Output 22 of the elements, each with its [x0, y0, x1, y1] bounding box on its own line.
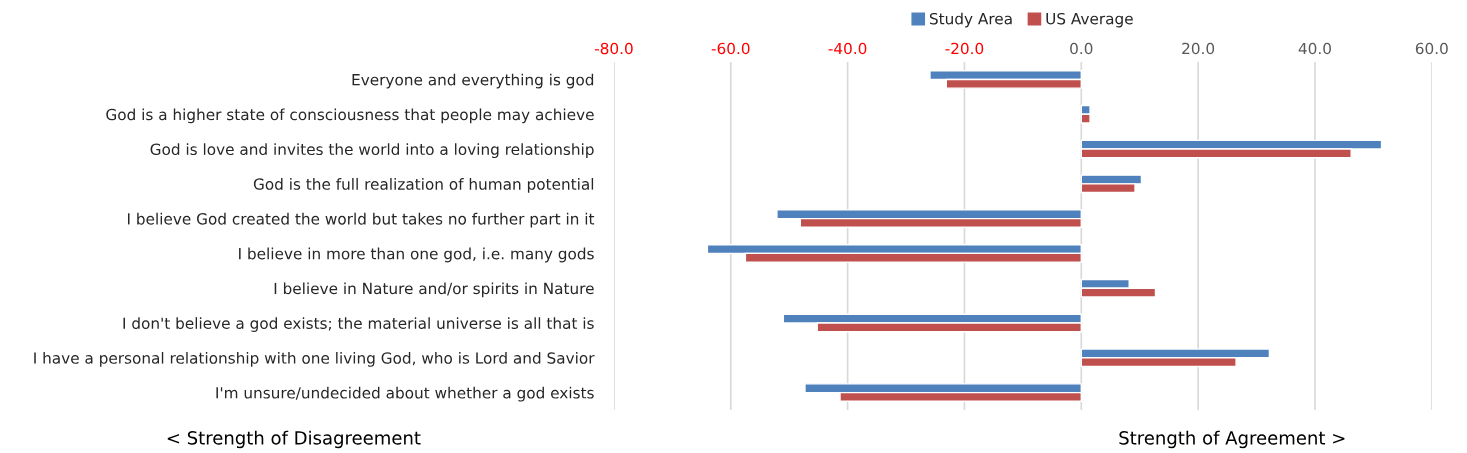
x-tick-label: -80.0	[594, 42, 633, 55]
y-tick-label: I believe in more than one god, i.e. many gods	[239, 247, 594, 263]
y-tick-label: I don't believe a god exists; the material universe is all that is	[123, 317, 594, 332]
text: Strength of Agreement >	[1119, 430, 1345, 449]
x-tick-label: 40.0	[1298, 42, 1331, 55]
text: < Strength of Disagreement	[167, 430, 421, 449]
y-tick-label: I believe in Nature and/or spirits in Nature	[274, 282, 594, 298]
y-tick-label: I believe God created the world but takes no further part in it	[127, 212, 595, 228]
y-tick-label: God is love and invites the world into a loving relationship	[150, 143, 594, 159]
y-tick-label: God is a higher state of consciousness that people may achieve	[106, 108, 594, 124]
y-tick-label: I have a personal relationship with one living God, who is Lord and Savior	[34, 351, 595, 367]
x-tick-label: 0.0	[1070, 42, 1093, 55]
legend-label: Study Area	[929, 12, 1012, 28]
legend-label: US Average	[1046, 12, 1133, 28]
x-tick-label: -40.0	[828, 42, 867, 55]
x-tick-label: 60.0	[1415, 42, 1448, 55]
y-tick-label: Everyone and everything is god	[352, 73, 594, 89]
y-tick-label: I'm unsure/undecided about whether a god exists	[216, 386, 594, 402]
x-tick-label: -20.0	[945, 42, 984, 55]
x-tick-label: 20.0	[1182, 42, 1215, 55]
x-tick-label: -60.0	[711, 42, 750, 55]
y-tick-label: God is the full realization of human potential	[253, 178, 594, 193]
